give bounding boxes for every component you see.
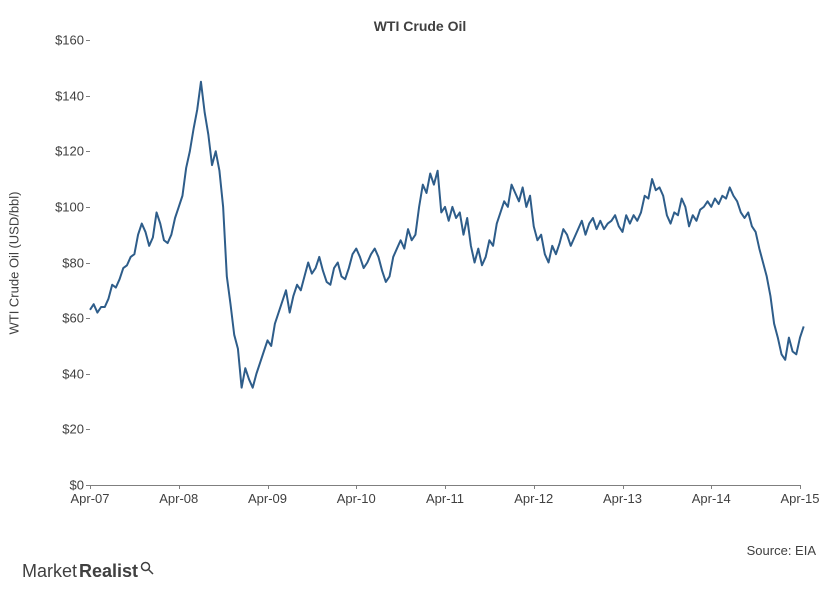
y-tick-label: $160 xyxy=(55,33,90,48)
y-tick-label: $120 xyxy=(55,144,90,159)
price-series xyxy=(90,82,804,388)
x-tick-mark xyxy=(356,485,357,489)
chart-container: WTI Crude Oil $0$20$40$60$80$100$120$140… xyxy=(0,0,840,600)
y-tick-mark xyxy=(86,96,90,97)
x-tick-mark xyxy=(445,485,446,489)
logo-text-realist: Realist xyxy=(79,561,138,582)
y-tick-mark xyxy=(86,318,90,319)
x-tick-mark xyxy=(90,485,91,489)
price-line xyxy=(90,40,800,485)
y-axis-title: WTI Crude Oil (USD/bbl) xyxy=(7,191,22,334)
x-tick-mark xyxy=(711,485,712,489)
y-tick-mark xyxy=(86,40,90,41)
y-tick-label: $140 xyxy=(55,88,90,103)
y-tick-mark xyxy=(86,374,90,375)
y-tick-mark xyxy=(86,151,90,152)
logo-text-market: Market xyxy=(22,561,77,582)
x-tick-mark xyxy=(800,485,801,489)
y-tick-mark xyxy=(86,207,90,208)
plot-area: $0$20$40$60$80$100$120$140$160Apr-07Apr-… xyxy=(90,40,800,486)
y-tick-mark xyxy=(86,429,90,430)
y-tick-label: $100 xyxy=(55,199,90,214)
chart-title: WTI Crude Oil xyxy=(0,18,840,34)
x-tick-mark xyxy=(534,485,535,489)
source-label: Source: EIA xyxy=(747,543,816,558)
x-tick-mark xyxy=(268,485,269,489)
market-realist-logo: Market Realist xyxy=(22,561,154,582)
x-tick-mark xyxy=(179,485,180,489)
y-tick-mark xyxy=(86,263,90,264)
magnifier-icon xyxy=(140,559,154,580)
x-tick-mark xyxy=(623,485,624,489)
